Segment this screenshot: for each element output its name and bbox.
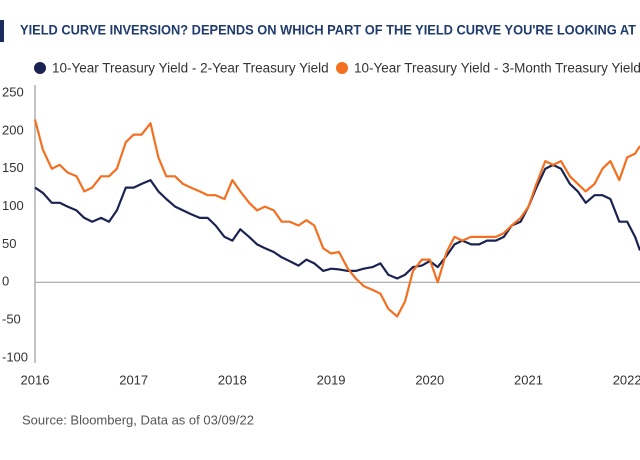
y-tick-label: 0 xyxy=(2,274,9,289)
x-tick-label: 2022 xyxy=(613,372,640,387)
title-accent xyxy=(0,20,4,42)
series-line xyxy=(34,163,640,280)
y-tick-label: 100 xyxy=(2,198,24,213)
y-tick-label: -100 xyxy=(2,349,28,364)
legend-label: 10-Year Treasury Yield - 2-Year Treasury… xyxy=(52,61,329,76)
source-note: Source: Bloomberg, Data as of 03/09/22 xyxy=(22,412,254,427)
y-tick-label: -50 xyxy=(2,312,21,327)
x-tick-label: 2019 xyxy=(317,372,346,387)
y-tick-label: 50 xyxy=(2,236,16,251)
y-tick-label: 250 xyxy=(2,84,24,99)
x-tick-label: 2017 xyxy=(119,372,148,387)
series-line xyxy=(33,119,640,318)
x-tick-label: 2021 xyxy=(514,372,543,387)
y-tick-label: 200 xyxy=(2,122,24,137)
x-tick-label: 2016 xyxy=(21,372,50,387)
legend-label: 10-Year Treasury Yield - 3-Month Treasur… xyxy=(354,61,640,76)
x-tick-label: 2020 xyxy=(415,372,444,387)
chart-title: YIELD CURVE INVERSION? DEPENDS ON WHICH … xyxy=(20,22,636,38)
y-tick-label: 150 xyxy=(2,160,24,175)
legend-marker xyxy=(336,62,348,74)
legend-marker xyxy=(34,62,46,74)
x-tick-label: 2018 xyxy=(218,372,247,387)
